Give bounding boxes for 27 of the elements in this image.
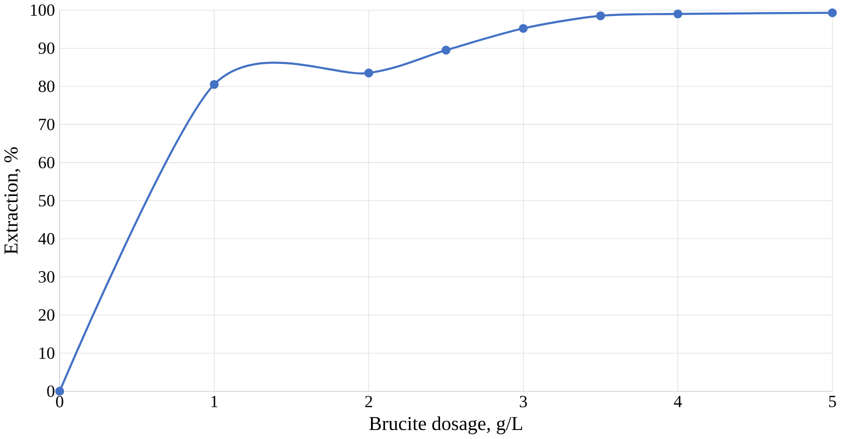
point <box>518 24 528 34</box>
y-tick-label: 0 <box>47 386 54 398</box>
point <box>673 10 682 19</box>
point <box>364 68 374 78</box>
x-tick-label: 4 <box>674 396 682 408</box>
y-tick-label: 100 <box>30 4 54 16</box>
y-tick-label: 60 <box>38 157 54 168</box>
y-tick-label: 40 <box>38 233 54 245</box>
y-tick-label: 10 <box>39 348 54 360</box>
x-tick-label: 5 <box>829 396 836 408</box>
point <box>596 12 606 20</box>
x-tick-label: 3 <box>520 396 527 408</box>
x-axis-title: Brucite dosage, g/L <box>369 416 522 434</box>
y-tick-label: 20 <box>38 309 54 321</box>
x-tick-label: 1 <box>211 396 218 408</box>
y-tick-label: 30 <box>38 271 54 283</box>
y-axis-title: Extraction, % <box>4 147 20 254</box>
point <box>442 46 450 55</box>
y-tick-label: 80 <box>38 80 54 92</box>
x-tick-label: 2 <box>365 396 372 408</box>
y-tick-label: 70 <box>39 118 54 130</box>
y-tick-label: 90 <box>38 42 54 54</box>
point <box>210 80 219 90</box>
point <box>828 8 837 18</box>
y-tick-label: 50 <box>38 195 54 207</box>
point <box>55 386 64 396</box>
x-tick-label: 0 <box>56 396 64 408</box>
